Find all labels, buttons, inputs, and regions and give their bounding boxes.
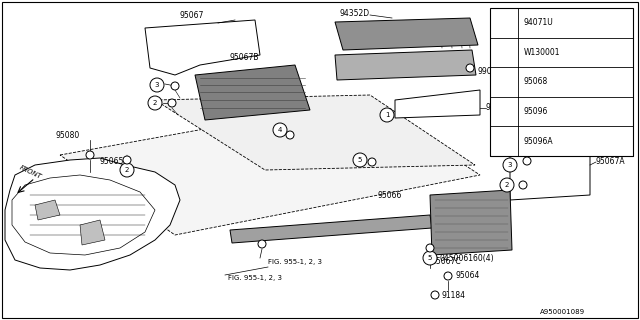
Text: 95067: 95067	[180, 11, 204, 20]
Text: 94071U: 94071U	[524, 18, 554, 27]
Text: 5: 5	[428, 255, 432, 261]
Text: 3: 3	[508, 162, 512, 168]
Polygon shape	[35, 200, 60, 220]
Circle shape	[466, 64, 474, 72]
Polygon shape	[145, 20, 260, 75]
Circle shape	[503, 158, 517, 172]
Circle shape	[258, 240, 266, 248]
Polygon shape	[80, 220, 105, 245]
Text: 95080: 95080	[55, 131, 79, 140]
Polygon shape	[195, 65, 310, 120]
Circle shape	[273, 123, 287, 137]
Text: 95068: 95068	[524, 77, 548, 86]
Text: 95065: 95065	[100, 157, 124, 166]
Circle shape	[120, 163, 134, 177]
Circle shape	[444, 272, 452, 280]
Text: 99045: 99045	[478, 68, 502, 76]
Text: FIG. 955-1, 2, 3: FIG. 955-1, 2, 3	[268, 259, 322, 265]
Text: FIG. 955-1, 2, 3: FIG. 955-1, 2, 3	[228, 275, 282, 281]
Polygon shape	[5, 158, 180, 270]
Circle shape	[150, 78, 164, 92]
Circle shape	[495, 44, 513, 61]
Text: 94352D: 94352D	[340, 9, 370, 18]
Text: 4: 4	[278, 127, 282, 133]
Text: 3: 3	[502, 77, 506, 86]
Circle shape	[86, 151, 94, 159]
Circle shape	[495, 14, 513, 32]
Text: A950001089: A950001089	[540, 309, 585, 315]
Circle shape	[523, 157, 531, 165]
Circle shape	[431, 291, 439, 299]
Text: 95067B: 95067B	[230, 52, 259, 61]
Text: W130001: W130001	[524, 48, 561, 57]
Text: 95073C: 95073C	[485, 103, 515, 113]
Polygon shape	[155, 95, 475, 170]
Polygon shape	[230, 215, 432, 243]
Circle shape	[495, 132, 513, 150]
Text: 3: 3	[155, 82, 159, 88]
Polygon shape	[335, 18, 478, 50]
Text: 95064: 95064	[455, 271, 479, 281]
Circle shape	[423, 251, 437, 265]
Text: 2: 2	[125, 167, 129, 173]
Text: 045006160(4): 045006160(4)	[440, 253, 495, 262]
Circle shape	[519, 181, 527, 189]
Text: 95067C: 95067C	[432, 258, 461, 267]
Text: 5: 5	[502, 137, 506, 146]
Polygon shape	[60, 100, 480, 235]
Circle shape	[495, 103, 513, 121]
Text: 2: 2	[502, 48, 506, 57]
Polygon shape	[335, 50, 476, 80]
Text: 5: 5	[358, 157, 362, 163]
Circle shape	[380, 108, 394, 122]
Text: 4: 4	[502, 107, 506, 116]
Text: 95096A: 95096A	[524, 137, 554, 146]
Circle shape	[148, 96, 162, 110]
Circle shape	[168, 99, 176, 107]
Bar	[490, 8, 633, 156]
Polygon shape	[430, 190, 512, 255]
Polygon shape	[395, 90, 480, 118]
Text: 1: 1	[385, 112, 389, 118]
Circle shape	[286, 131, 294, 139]
Text: 95096: 95096	[524, 107, 548, 116]
Circle shape	[171, 82, 179, 90]
Text: 2: 2	[153, 100, 157, 106]
Text: 2: 2	[505, 182, 509, 188]
Circle shape	[123, 156, 131, 164]
Text: 95067A: 95067A	[595, 157, 625, 166]
Circle shape	[368, 158, 376, 166]
Circle shape	[426, 244, 434, 252]
Circle shape	[495, 73, 513, 91]
Text: 95066: 95066	[378, 190, 403, 199]
Polygon shape	[510, 148, 590, 200]
Text: 1: 1	[502, 18, 506, 27]
Circle shape	[353, 153, 367, 167]
Text: FRONT: FRONT	[18, 164, 42, 180]
Text: 91184: 91184	[442, 291, 466, 300]
Circle shape	[500, 178, 514, 192]
